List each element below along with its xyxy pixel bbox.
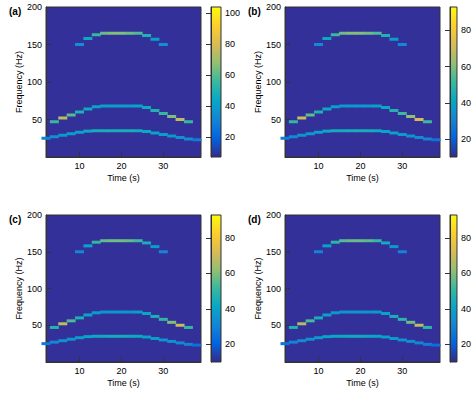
svg-text:150: 150	[27, 247, 42, 257]
svg-text:80: 80	[225, 233, 235, 243]
svg-text:60: 60	[461, 62, 471, 72]
svg-text:200: 200	[27, 210, 42, 220]
svg-text:150: 150	[27, 40, 42, 50]
svg-text:100: 100	[27, 284, 42, 294]
svg-text:10: 10	[314, 161, 324, 171]
svg-text:50: 50	[32, 115, 42, 125]
svg-text:50: 50	[32, 320, 42, 330]
svg-text:10: 10	[75, 161, 85, 171]
svg-text:40: 40	[461, 304, 471, 314]
svg-text:20: 20	[225, 132, 235, 142]
svg-text:80: 80	[461, 233, 471, 243]
svg-text:60: 60	[461, 268, 471, 278]
svg-text:Frequency (Hz): Frequency (Hz)	[14, 51, 24, 113]
svg-text:150: 150	[266, 247, 281, 257]
svg-text:10: 10	[314, 366, 324, 376]
svg-text:20: 20	[461, 339, 471, 349]
svg-text:80: 80	[461, 25, 471, 35]
svg-text:100: 100	[225, 8, 240, 18]
svg-text:Frequency (Hz): Frequency (Hz)	[14, 257, 24, 319]
svg-text:30: 30	[158, 161, 168, 171]
svg-text:Time (s): Time (s)	[107, 378, 140, 388]
svg-text:200: 200	[266, 210, 281, 220]
svg-text:20: 20	[355, 161, 365, 171]
svg-text:40: 40	[225, 101, 235, 111]
svg-text:20: 20	[225, 339, 235, 349]
svg-text:20: 20	[116, 161, 126, 171]
svg-text:Frequency (Hz): Frequency (Hz)	[253, 51, 263, 113]
svg-text:Time (s): Time (s)	[107, 173, 140, 183]
svg-text:Time (s): Time (s)	[346, 378, 379, 388]
svg-text:60: 60	[225, 268, 235, 278]
svg-text:60: 60	[225, 70, 235, 80]
svg-text:40: 40	[461, 98, 471, 108]
svg-text:20: 20	[116, 366, 126, 376]
svg-text:(c): (c)	[9, 214, 21, 225]
svg-text:10: 10	[75, 366, 85, 376]
svg-text:(b): (b)	[248, 6, 261, 17]
svg-text:30: 30	[158, 366, 168, 376]
svg-text:20: 20	[461, 134, 471, 144]
svg-text:100: 100	[266, 284, 281, 294]
svg-text:200: 200	[266, 2, 281, 12]
svg-text:200: 200	[27, 2, 42, 12]
svg-text:50: 50	[271, 115, 281, 125]
svg-text:Frequency (Hz): Frequency (Hz)	[253, 257, 263, 319]
svg-text:100: 100	[27, 77, 42, 87]
svg-text:50: 50	[271, 320, 281, 330]
svg-text:30: 30	[397, 161, 407, 171]
svg-text:(a): (a)	[9, 6, 21, 17]
svg-text:80: 80	[225, 39, 235, 49]
svg-text:(d): (d)	[248, 214, 261, 225]
svg-text:100: 100	[266, 77, 281, 87]
svg-text:150: 150	[266, 40, 281, 50]
svg-text:40: 40	[225, 304, 235, 314]
svg-text:Time (s): Time (s)	[346, 173, 379, 183]
svg-text:30: 30	[397, 366, 407, 376]
svg-text:20: 20	[355, 366, 365, 376]
